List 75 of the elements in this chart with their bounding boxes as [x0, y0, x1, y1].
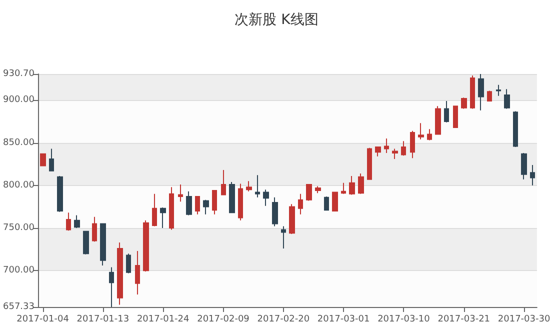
candlestick — [186, 190, 192, 216]
candlestick — [444, 100, 449, 123]
candlestick — [298, 193, 303, 215]
candlestick — [504, 88, 510, 110]
candlestick — [263, 189, 269, 206]
candlestick — [100, 223, 106, 266]
candlestick — [315, 186, 321, 194]
candlestick — [272, 196, 278, 227]
y-tick-label: 750.00 — [2, 223, 35, 234]
candlestick — [358, 172, 364, 194]
x-tick-label: 2017-03-30 — [498, 314, 550, 324]
candlestick — [341, 182, 346, 194]
candlestick — [109, 266, 114, 308]
y-tick-label: 700.00 — [2, 266, 35, 276]
candlestick — [178, 184, 183, 202]
candlestick — [229, 181, 235, 214]
candlestick — [152, 193, 157, 227]
y-tick-label: 657.33 — [2, 302, 34, 312]
candlestick — [169, 186, 174, 230]
candlestick — [435, 106, 441, 135]
x-tick-label: 2017-03-10 — [378, 314, 430, 324]
candlestick — [401, 140, 406, 156]
candlestick — [83, 230, 89, 255]
candlestick — [135, 250, 140, 295]
candlestick — [117, 242, 123, 306]
x-tick-label: 2017-01-13 — [76, 314, 130, 324]
x-tick-label: 2017-01-24 — [136, 314, 190, 324]
candlestick — [418, 122, 424, 140]
candlestick — [470, 74, 475, 110]
candlestick — [324, 196, 329, 211]
candlestick — [212, 190, 217, 215]
candlestick — [289, 204, 295, 234]
y-tick-label: 930.70 — [2, 69, 35, 79]
candlestick — [349, 176, 355, 196]
candlestick — [238, 183, 243, 221]
candlestick — [126, 253, 131, 274]
candlestick — [203, 199, 209, 215]
candlestick — [306, 184, 312, 202]
candlestick — [246, 180, 252, 192]
candlestick — [461, 97, 467, 110]
candlestick — [66, 212, 71, 232]
candlestick — [496, 84, 501, 96]
candlestick — [375, 146, 381, 157]
x-tick-label: 2017-02-09 — [197, 314, 250, 324]
candlestick — [281, 226, 286, 249]
candlestick — [40, 153, 46, 166]
y-tick-label: 800.00 — [2, 180, 35, 190]
candlestick — [255, 174, 260, 198]
candlestick — [453, 106, 458, 128]
y-tick-label: 900.00 — [2, 95, 35, 106]
candlestick — [513, 110, 518, 148]
candlestick — [195, 196, 200, 215]
candlestick — [49, 148, 54, 172]
candlestick — [367, 147, 372, 180]
candlestick — [92, 216, 97, 242]
candlestick — [530, 164, 535, 186]
x-tick-label: 2017-01-04 — [16, 314, 70, 324]
candlestick — [392, 148, 398, 160]
candlestick — [487, 90, 492, 102]
candlestick — [74, 214, 80, 229]
candlestick — [160, 207, 166, 229]
candlestick — [221, 170, 226, 196]
candlestick — [57, 176, 63, 212]
candlestick — [332, 192, 338, 212]
candlestick — [478, 74, 484, 111]
chart-title: 次新股 K线图 — [234, 12, 318, 28]
candlestick — [384, 138, 389, 154]
x-tick-label: 2017-03-21 — [438, 314, 490, 324]
candlestick — [427, 128, 432, 141]
candlestick — [143, 220, 149, 272]
y-tick-label: 850.00 — [2, 138, 35, 148]
candlestick — [521, 152, 527, 180]
candlestick — [410, 130, 415, 159]
x-tick-label: 2017-03-01 — [317, 314, 370, 324]
x-tick-label: 2017-02-20 — [257, 314, 310, 324]
